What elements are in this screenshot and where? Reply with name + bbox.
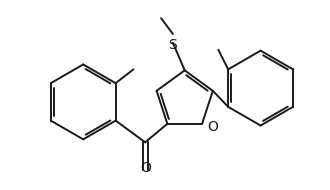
Text: O: O — [140, 161, 150, 175]
Text: O: O — [207, 120, 218, 134]
Text: S: S — [169, 38, 177, 52]
